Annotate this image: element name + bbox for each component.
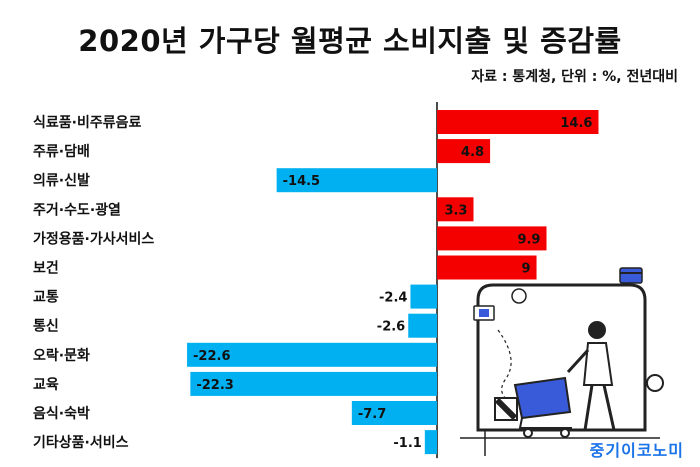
bar-9 <box>187 342 437 367</box>
bar-10 <box>190 371 437 396</box>
category-labels: 식료품·비주류음료주류·담배의류·신발주거·수도·광열가정용품·가사서비스보건교… <box>33 115 154 451</box>
value-label: -14.5 <box>283 174 320 189</box>
category-label: 식료품·비주류음료 <box>33 115 141 131</box>
bars-group <box>187 110 599 455</box>
bar-6 <box>437 255 537 280</box>
category-label: 주거·수도·광열 <box>33 201 121 218</box>
value-label: 9.9 <box>517 232 540 247</box>
category-label: 통신 <box>33 319 59 335</box>
value-label: -2.4 <box>379 291 407 306</box>
bar-8 <box>408 313 437 338</box>
bar-12 <box>424 430 437 455</box>
category-label: 가정용품·가사서비스 <box>33 230 154 247</box>
bar-2 <box>437 139 491 164</box>
value-label: 3.3 <box>444 203 467 218</box>
bar-7 <box>410 284 437 309</box>
category-label: 기타상품·서비스 <box>33 435 129 451</box>
bar-5 <box>437 226 547 251</box>
category-label: 교육 <box>33 377 59 393</box>
brand-logo-text: 중기이코노미 <box>589 441 684 460</box>
value-labels: 14.6 4.8 -14.5 3.3 9.9 9 -2.4 -2.6 -22.6 -22.3 -7.… <box>193 116 592 451</box>
category-label: 오락·문화 <box>33 348 90 364</box>
value-label: -1.1 <box>393 436 421 451</box>
category-label: 음식·숙박 <box>33 405 90 422</box>
shopping-illustration <box>460 267 664 456</box>
bar-11 <box>351 401 437 425</box>
chart-title: 2020년 가구당 월평균 소비지출 및 증감률 <box>78 24 622 58</box>
value-label: 4.8 <box>461 145 484 160</box>
category-label: 의류·신발 <box>33 172 90 189</box>
value-label: -22.3 <box>196 378 233 393</box>
bar-3 <box>276 168 437 193</box>
chart-source-note: 자료 : 통계청, 단위 : %, 전년대비 <box>471 69 678 85</box>
bar-1 <box>437 110 599 134</box>
value-label: -22.6 <box>193 349 230 364</box>
value-label: -2.6 <box>377 320 405 335</box>
value-label: 9 <box>521 262 530 277</box>
value-label: 14.6 <box>560 116 592 131</box>
bar-4 <box>437 197 474 222</box>
category-label: 보건 <box>33 260 59 277</box>
category-label: 교통 <box>33 290 59 306</box>
category-label: 주류·담배 <box>33 143 90 160</box>
value-label: -7.7 <box>358 407 386 422</box>
